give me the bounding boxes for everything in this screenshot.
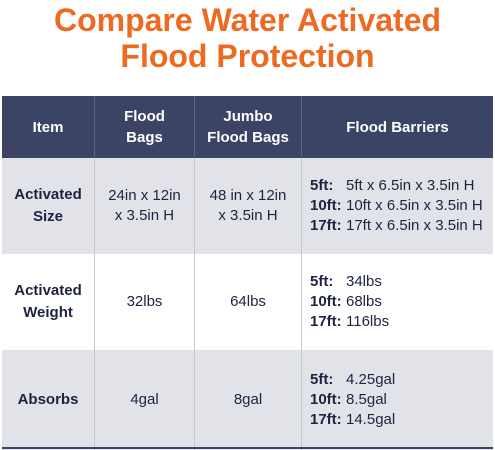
barrier-entry: 5ft: 34lbs	[310, 272, 389, 292]
cell-flood-bags-size: 24in x 12in x 3.5in H	[94, 158, 194, 254]
barrier-value: 17ft x 6.5in x 3.5in H	[346, 217, 483, 234]
row-label-absorbs: Absorbs	[2, 350, 94, 450]
cell-jumbo-weight: 64lbs	[194, 254, 301, 350]
barrier-key: 17ft:	[310, 217, 342, 234]
cell-value-line-1: 48 in x 12in	[209, 187, 287, 204]
header-jumbo-flood-bags: Jumbo Flood Bags	[194, 96, 301, 158]
cell-jumbo-absorbs: 8gal	[194, 350, 301, 450]
header-jumbo-line-2: Flood Bags	[207, 129, 289, 146]
cell-barriers-size: 5ft: 5ft x 6.5in x 3.5in H 10ft: 10ft x 6.…	[301, 158, 493, 254]
barrier-key: 17ft:	[310, 411, 342, 428]
row-label: Absorbs	[17, 391, 79, 408]
comparison-table: Item Flood Bags Jumbo Flood Bags Flood B…	[2, 96, 493, 450]
barrier-value: 34lbs	[346, 273, 382, 290]
header-flood-barriers: Flood Barriers	[301, 96, 493, 158]
barrier-entry: 10ft: 68lbs	[310, 292, 389, 312]
cell-barriers-weight: 5ft: 34lbs 10ft: 68lbs 17ft: 116lbs	[301, 254, 493, 350]
barrier-entry: 10ft: 8.5gal	[310, 390, 395, 410]
barrier-entry: 17ft: 14.5gal	[310, 410, 395, 430]
barrier-value: 10ft x 6.5in x 3.5in H	[346, 197, 483, 214]
cell-value: 32lbs	[126, 293, 163, 310]
barrier-key: 5ft:	[310, 273, 334, 290]
cell-flood-bags-absorbs: 4gal	[94, 350, 194, 450]
header-jumbo-line-1: Jumbo	[223, 108, 273, 125]
barrier-entry: 17ft: 17ft x 6.5in x 3.5in H	[310, 216, 483, 236]
table-bottom-border	[2, 447, 493, 449]
cell-value-line-1: 24in x 12in	[108, 187, 181, 204]
header-flood-bags-line-1: Flood	[124, 108, 165, 125]
barrier-value: 116lbs	[346, 313, 390, 330]
cell-value-line-2: x 3.5in H	[114, 207, 175, 224]
cell-flood-bags-weight: 32lbs	[94, 254, 194, 350]
row-label-line-2: Weight	[23, 304, 73, 321]
barrier-value: 5ft x 6.5in x 3.5in H	[346, 177, 475, 194]
barrier-value: 4.25gal	[346, 371, 396, 388]
barrier-entry: 10ft: 10ft x 6.5in x 3.5in H	[310, 196, 483, 216]
cell-value: 4gal	[130, 391, 159, 408]
cell-jumbo-size: 48 in x 12in x 3.5in H	[194, 158, 301, 254]
barrier-entry: 5ft: 4.25gal	[310, 370, 395, 390]
cell-value: 8gal	[233, 391, 263, 408]
barrier-entry: 5ft: 5ft x 6.5in x 3.5in H	[310, 176, 483, 196]
row-label-activated-size: Activated Size	[2, 158, 94, 254]
row-label-line-1: Activated	[14, 282, 82, 299]
barrier-value: 68lbs	[346, 293, 382, 310]
header-flood-bags: Flood Bags	[94, 96, 194, 158]
title-line-1: Compare Water Activated	[53, 2, 442, 38]
title-line-2: Flood Protection	[120, 38, 375, 74]
cell-value-line-2: x 3.5in H	[218, 207, 278, 224]
barrier-key: 5ft:	[310, 371, 334, 388]
barrier-key: 10ft:	[310, 293, 342, 310]
barrier-value: 8.5gal	[346, 391, 387, 408]
row-label-activated-weight: Activated Weight	[2, 254, 94, 350]
barrier-key: 17ft:	[310, 313, 342, 330]
header-barriers-label: Flood Barriers	[346, 118, 449, 136]
header-flood-bags-line-2: Bags	[126, 129, 163, 146]
barrier-key: 10ft:	[310, 197, 342, 214]
cell-value: 64lbs	[230, 293, 266, 310]
header-item: Item	[2, 96, 94, 158]
row-label-line-2: Size	[32, 208, 63, 225]
barrier-key: 10ft:	[310, 391, 342, 408]
row-label-line-1: Activated	[14, 186, 82, 203]
barrier-value: 14.5gal	[346, 411, 396, 428]
cell-barriers-absorbs: 5ft: 4.25gal 10ft: 8.5gal 17ft: 14.5gal	[301, 350, 493, 450]
barrier-entry: 17ft: 116lbs	[310, 312, 389, 332]
header-item-label: Item	[32, 118, 64, 136]
barrier-key: 5ft:	[310, 177, 334, 194]
